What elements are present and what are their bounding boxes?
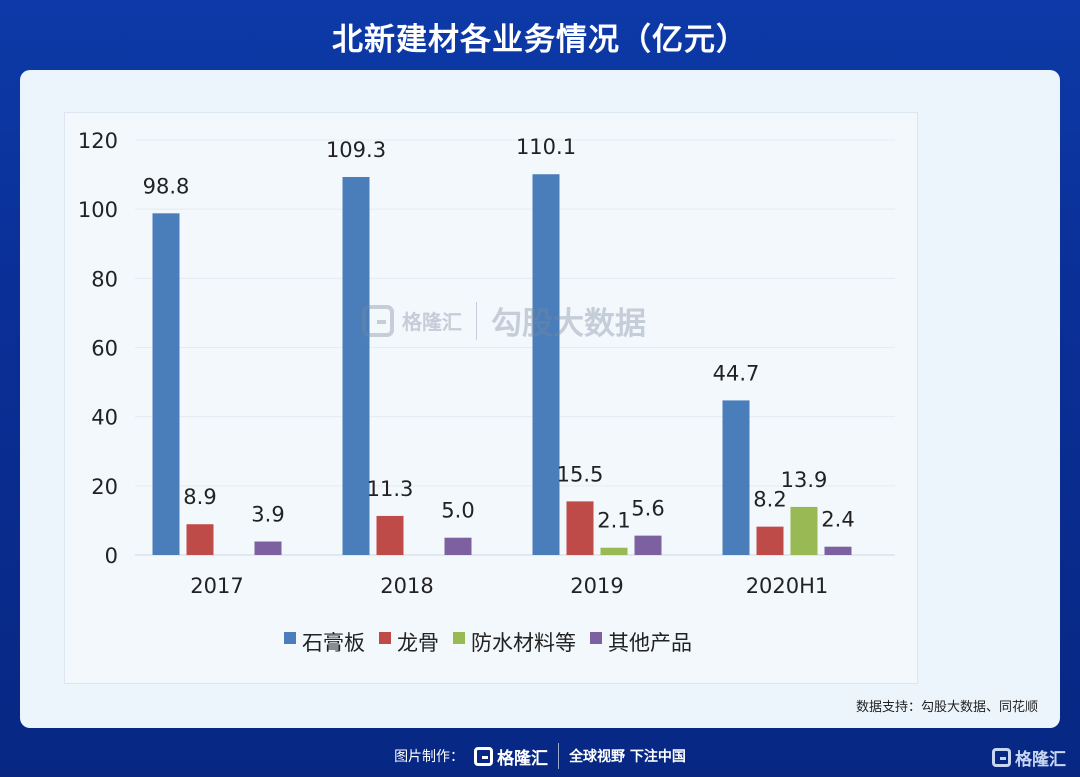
brand-logo-icon [992, 748, 1011, 767]
bar [722, 400, 750, 555]
bar [634, 535, 662, 555]
bar [186, 524, 214, 555]
data-label: 5.6 [631, 497, 664, 521]
bar [444, 537, 472, 555]
x-tick-label: 2017 [190, 574, 243, 598]
data-label: 15.5 [557, 462, 604, 486]
data-label: 8.9 [183, 485, 216, 509]
corner-brand: 格隆汇 [1015, 750, 1066, 770]
y-tick-label: 100 [78, 198, 118, 222]
y-tick-label: 80 [91, 267, 118, 291]
footer-made-by: 图片制作： [394, 749, 465, 765]
x-tick-label: 2019 [570, 574, 623, 598]
bar [342, 177, 370, 556]
data-label: 2.1 [597, 509, 630, 533]
legend-label: 其他产品 [608, 631, 692, 655]
legend-swatch [453, 632, 465, 644]
footer-divider [558, 743, 560, 769]
data-label: 8.2 [753, 488, 786, 512]
bar [756, 526, 784, 555]
y-tick-label: 40 [91, 406, 118, 430]
data-label: 11.3 [367, 477, 414, 501]
legend-label: 防水材料等 [471, 631, 576, 655]
x-tick-label: 2020H1 [746, 574, 829, 598]
data-label: 2.4 [821, 508, 854, 532]
y-tick-label: 0 [105, 544, 118, 568]
data-label: 5.0 [441, 499, 474, 523]
corner-logo: 格隆汇 [992, 745, 1066, 770]
legend-swatch [379, 632, 391, 644]
x-tick-label: 2018 [380, 574, 433, 598]
chart-plot-area [64, 112, 918, 684]
watermark-label: 勾股大数据 [491, 306, 646, 342]
y-tick-label: 20 [91, 475, 118, 499]
watermark-brand: 格隆汇 [402, 310, 462, 334]
footer: 图片制作： 格隆汇 全球视野 下注中国 [0, 741, 1080, 771]
data-label: 98.8 [143, 174, 190, 198]
watermark: 格隆汇 勾股大数据 [362, 298, 646, 343]
bar [532, 174, 560, 556]
legend-label: 龙骨 [397, 631, 439, 655]
y-tick-label: 60 [91, 337, 118, 361]
brand-logo-icon [362, 304, 394, 337]
legend-swatch [284, 632, 296, 644]
data-label: 110.1 [516, 135, 576, 159]
legend-swatch [590, 632, 602, 644]
brand-logo-icon [474, 746, 494, 766]
bar [824, 546, 852, 555]
data-label: 3.9 [251, 503, 284, 527]
chart-title: 北新建材各业务情况（亿元） [332, 22, 748, 58]
bar [600, 547, 628, 555]
data-source-note: 数据支持：勾股大数据、同花顺 [855, 700, 1038, 715]
bar [790, 506, 818, 555]
bar [152, 213, 180, 556]
data-label: 13.9 [781, 468, 828, 492]
data-label: 44.7 [713, 361, 760, 385]
footer-logo: 格隆汇 [474, 744, 548, 769]
footer-slogan: 全球视野 下注中国 [569, 749, 686, 765]
y-tick-label: 120 [78, 129, 118, 153]
bar [254, 541, 282, 555]
legend-label: 石膏板 [302, 631, 365, 655]
footer-brand: 格隆汇 [497, 748, 549, 769]
watermark-divider [476, 301, 477, 340]
data-label: 109.3 [326, 138, 386, 162]
bar [376, 515, 404, 555]
bar [566, 501, 594, 555]
